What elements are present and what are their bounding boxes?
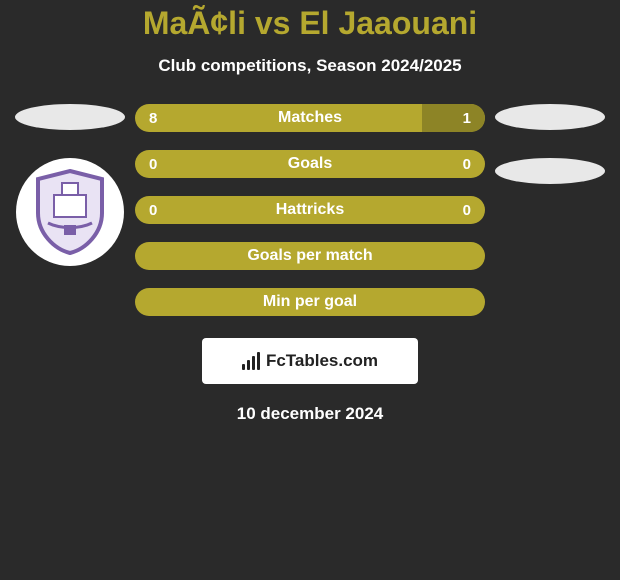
date-line: 10 december 2024 — [0, 404, 620, 424]
stat-bar-fill-right — [422, 104, 485, 132]
stats-bars: 8 Matches 1 0 Goals 0 0 Hattricks 0 Goals per mat… — [135, 104, 485, 316]
stat-bar: 8 Matches 1 — [135, 104, 485, 132]
stat-value-right: 0 — [463, 202, 471, 219]
stat-label: Matches — [278, 109, 342, 127]
club-badge-left — [16, 158, 124, 266]
main-row: 8 Matches 1 0 Goals 0 0 Hattricks 0 Goals per mat… — [0, 104, 620, 316]
stat-bar: 0 Goals 0 — [135, 150, 485, 178]
subtitle: Club competitions, Season 2024/2025 — [0, 56, 620, 76]
right-column — [495, 104, 605, 184]
stat-label: Goals per match — [247, 247, 372, 265]
stat-bar: Min per goal — [135, 288, 485, 316]
stat-value-left: 0 — [149, 202, 157, 219]
player-ellipse-right — [495, 104, 605, 130]
bar-chart-icon — [242, 352, 260, 370]
stat-label: Hattricks — [276, 201, 344, 219]
attribution-text: FcTables.com — [266, 351, 378, 371]
stat-value-right: 0 — [463, 156, 471, 173]
page-title: MaÃ¢li vs El Jaaouani — [0, 5, 620, 42]
stat-bar: Goals per match — [135, 242, 485, 270]
stat-bar: 0 Hattricks 0 — [135, 196, 485, 224]
stat-label: Goals — [288, 155, 332, 173]
left-column — [15, 104, 125, 266]
shield-icon — [34, 169, 106, 255]
infographic-container: MaÃ¢li vs El Jaaouani Club competitions,… — [0, 0, 620, 580]
player-ellipse-left — [15, 104, 125, 130]
stat-value-left: 0 — [149, 156, 157, 173]
stat-value-right: 1 — [463, 110, 471, 127]
attribution-badge[interactable]: FcTables.com — [202, 338, 418, 384]
player-ellipse-right — [495, 158, 605, 184]
stat-label: Min per goal — [263, 293, 357, 311]
stat-value-left: 8 — [149, 110, 157, 127]
